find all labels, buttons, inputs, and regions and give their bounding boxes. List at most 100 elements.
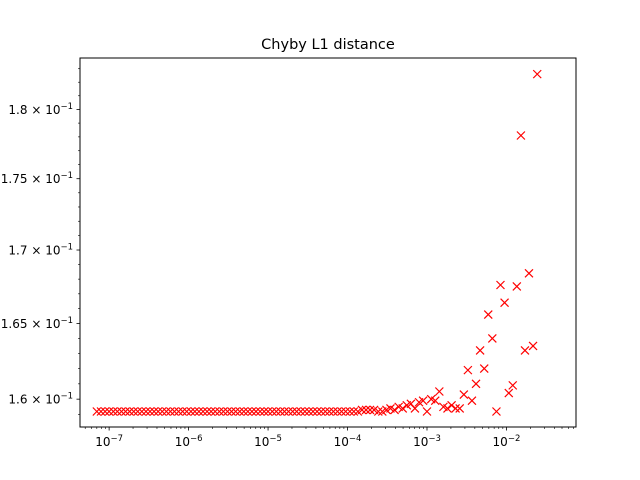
x-tick-label-2: 10−5 [254,434,282,449]
data-point-105 [520,346,530,355]
data-point-36 [239,407,249,416]
data-point-88 [451,403,461,413]
data-point-93 [471,379,481,389]
data-point-13 [145,407,155,416]
data-point-12 [141,407,151,416]
x-tick-label-4: 10−3 [413,434,441,449]
data-point-33 [227,407,236,416]
data-point-55 [316,407,326,416]
data-point-38 [247,407,257,416]
data-point-83 [430,396,440,406]
data-point-97 [487,333,497,343]
data-point-60 [337,407,346,416]
y-tick-label-2: 1.7 × 10−1 [8,243,73,258]
data-point-30 [214,407,224,416]
data-point-73 [390,405,400,415]
data-point-32 [223,407,232,416]
data-point-21 [178,407,188,416]
data-point-28 [206,407,216,416]
y-tick-label-3: 1.75 × 10−1 [1,171,73,186]
data-point-40 [255,407,265,416]
data-point-78 [410,403,420,413]
data-point-23 [186,407,196,416]
data-point-86 [443,403,452,413]
data-point-99 [496,280,505,290]
data-point-39 [251,407,261,416]
data-point-108 [532,69,542,79]
data-point-1 [96,407,106,416]
data-point-51 [300,407,310,416]
data-point-49 [292,407,302,416]
data-point-100 [500,298,510,308]
data-point-3 [104,407,114,416]
data-point-80 [418,396,428,406]
data-point-4 [108,407,118,416]
data-point-107 [528,341,538,351]
data-point-2 [100,407,110,416]
data-point-37 [243,407,253,416]
data-point-35 [235,407,245,416]
data-point-69 [373,407,383,416]
data-point-34 [231,407,241,416]
x-tick-label-3: 10−4 [334,434,362,449]
data-point-92 [467,396,477,406]
data-point-17 [161,407,171,416]
data-point-47 [284,407,293,416]
data-point-6 [117,407,126,416]
data-point-54 [312,407,322,416]
data-point-103 [512,282,522,291]
data-point-48 [288,407,298,416]
data-point-81 [422,407,432,416]
data-point-63 [349,407,359,416]
data-point-65 [357,405,367,415]
data-point-98 [492,407,501,416]
data-point-106 [524,268,534,278]
data-point-27 [202,407,212,416]
data-point-89 [455,403,465,413]
data-point-31 [218,407,228,416]
data-point-8 [125,407,135,416]
x-tick-label-5: 10−2 [493,434,521,449]
chart-title: Chyby L1 distance [261,37,395,53]
y-tick-label-0: 1.6 × 10−1 [8,392,73,407]
data-point-62 [345,407,355,416]
data-point-102 [508,380,518,390]
data-point-66 [361,405,371,415]
data-point-44 [271,407,281,416]
data-point-5 [112,407,122,416]
y-axis: 1.6 × 10−1 1.65 × 10−1 1.7 × 10−1 1.75 × 10… [1,68,80,415]
data-point-101 [504,388,514,398]
data-point-56 [320,407,330,416]
data-point-29 [210,407,220,416]
data-point-9 [129,407,139,416]
data-point-20 [174,407,183,416]
data-point-57 [324,407,334,416]
data-point-14 [149,407,159,416]
data-point-50 [296,407,306,416]
data-point-95 [479,364,489,374]
data-point-53 [308,407,318,416]
data-point-59 [333,407,342,416]
data-point-42 [263,407,273,416]
data-points [92,69,542,416]
data-point-41 [259,407,269,416]
data-point-87 [447,400,457,410]
data-point-84 [434,387,444,396]
data-point-22 [182,407,192,416]
data-point-16 [157,407,167,416]
data-point-26 [198,407,208,416]
y-tick-label-4: 1.8 × 10−1 [8,102,73,117]
data-point-19 [170,407,179,416]
data-point-43 [267,407,277,416]
data-point-91 [463,365,473,375]
data-point-52 [304,407,314,416]
data-point-58 [328,407,338,416]
data-point-67 [365,405,375,415]
axes-frame [79,57,577,428]
data-point-104 [516,131,526,140]
data-point-94 [475,346,485,355]
data-point-96 [483,310,493,319]
data-point-90 [459,390,469,399]
data-point-18 [165,407,175,416]
